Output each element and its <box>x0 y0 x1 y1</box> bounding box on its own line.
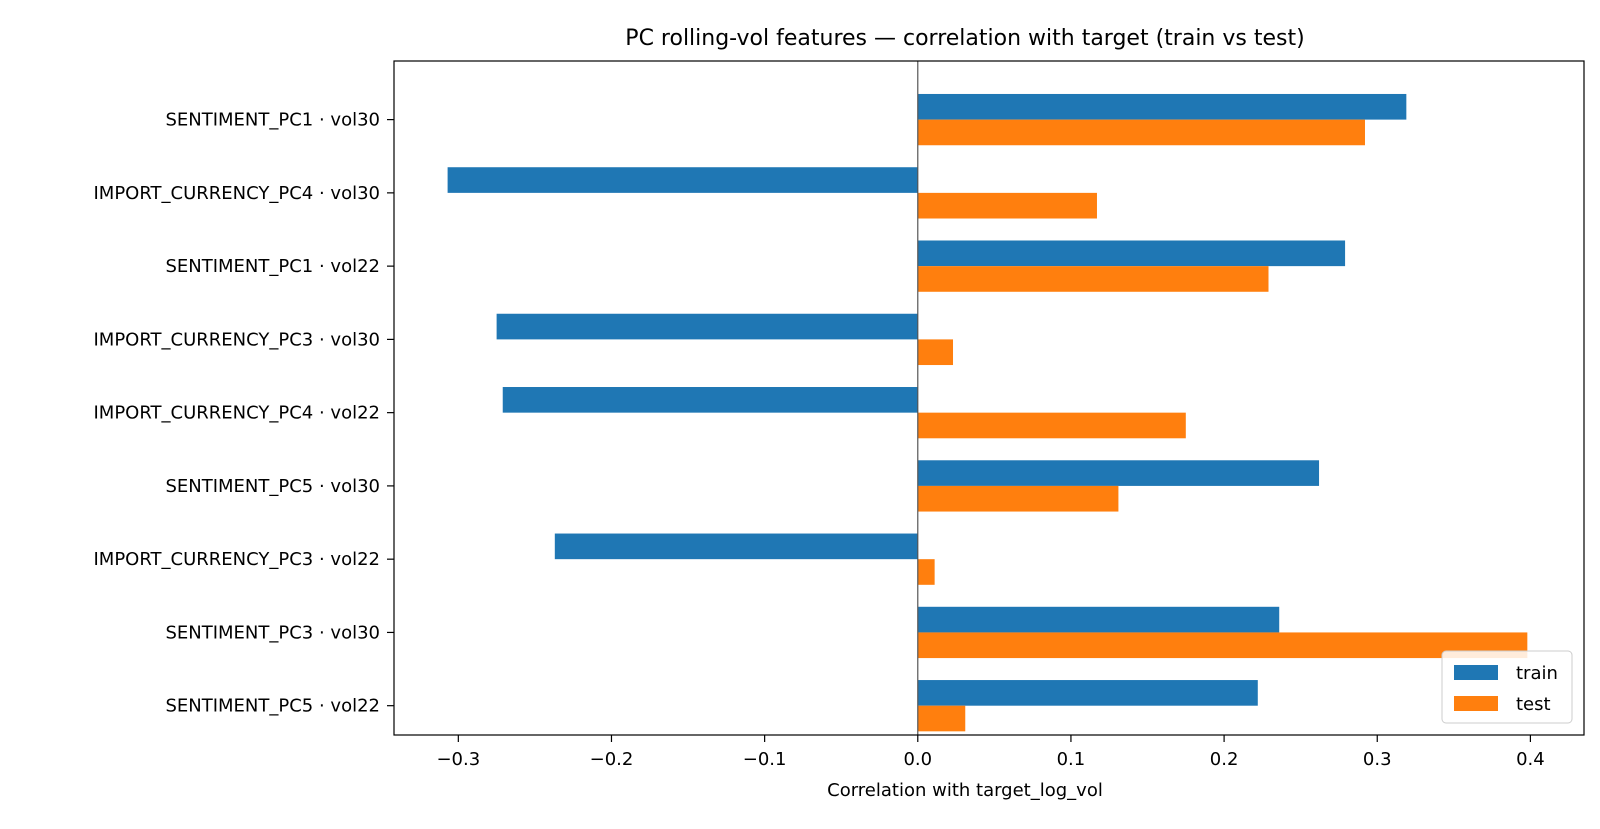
legend-box <box>1441 650 1573 724</box>
bar-train <box>496 313 918 340</box>
bars-layer <box>447 93 1528 732</box>
chart-title: PC rolling-vol features — correlation wi… <box>625 26 1304 51</box>
y-tick-label: IMPORT_CURRENCY_PC3 · vol30 <box>93 329 380 350</box>
y-tick-label: SENTIMENT_PC3 · vol30 <box>165 622 380 643</box>
bar-test <box>917 412 1186 439</box>
bar-test <box>917 632 1528 659</box>
bar-test <box>917 705 966 732</box>
bar-test <box>917 485 1119 512</box>
y-tick-label: IMPORT_CURRENCY_PC4 · vol30 <box>93 183 380 204</box>
y-tick-label: SENTIMENT_PC5 · vol30 <box>165 476 380 497</box>
x-tick-label: 0.0 <box>903 749 932 770</box>
x-tick-label: 0.4 <box>1516 749 1545 770</box>
x-tick-label: 0.2 <box>1210 749 1239 770</box>
bar-test <box>917 192 1097 219</box>
bar-train <box>502 387 918 413</box>
legend-label-test: test <box>1516 694 1551 715</box>
x-tick-label: 0.1 <box>1057 749 1086 770</box>
y-tick-label: SENTIMENT_PC1 · vol30 <box>165 110 380 131</box>
y-tick-label: IMPORT_CURRENCY_PC3 · vol22 <box>93 549 380 570</box>
bar-test <box>917 559 935 585</box>
legend-swatch-train <box>1454 665 1498 680</box>
bar-test <box>917 339 954 366</box>
y-tick-label: IMPORT_CURRENCY_PC4 · vol22 <box>93 403 380 424</box>
y-tick-label: SENTIMENT_PC5 · vol22 <box>165 696 380 717</box>
bar-test <box>917 119 1365 146</box>
y-tick-label: SENTIMENT_PC1 · vol22 <box>165 256 380 277</box>
bar-test <box>917 266 1269 292</box>
x-tick-label: 0.3 <box>1363 749 1392 770</box>
bar-train <box>917 680 1258 706</box>
bar-train <box>917 606 1280 633</box>
x-axis: −0.3 −0.2 −0.1 0.0 0.1 0.2 0.3 0.4 <box>436 735 1545 770</box>
legend-label-train: train <box>1516 663 1558 684</box>
x-axis-label: Correlation with target_log_vol <box>827 780 1103 801</box>
bar-train <box>917 93 1407 120</box>
legend: train test <box>1441 650 1573 724</box>
x-tick-label: −0.3 <box>436 749 480 770</box>
bar-train <box>447 167 918 193</box>
bar-train <box>917 240 1346 267</box>
plot-area-frame <box>393 60 1585 736</box>
y-axis: SENTIMENT_PC1 · vol30 IMPORT_CURRENCY_PC4… <box>93 110 394 717</box>
x-tick-label: −0.2 <box>590 749 634 770</box>
legend-swatch-test <box>1454 696 1498 711</box>
x-tick-label: −0.1 <box>743 749 787 770</box>
bar-train <box>917 460 1320 486</box>
bar-train <box>554 533 918 560</box>
